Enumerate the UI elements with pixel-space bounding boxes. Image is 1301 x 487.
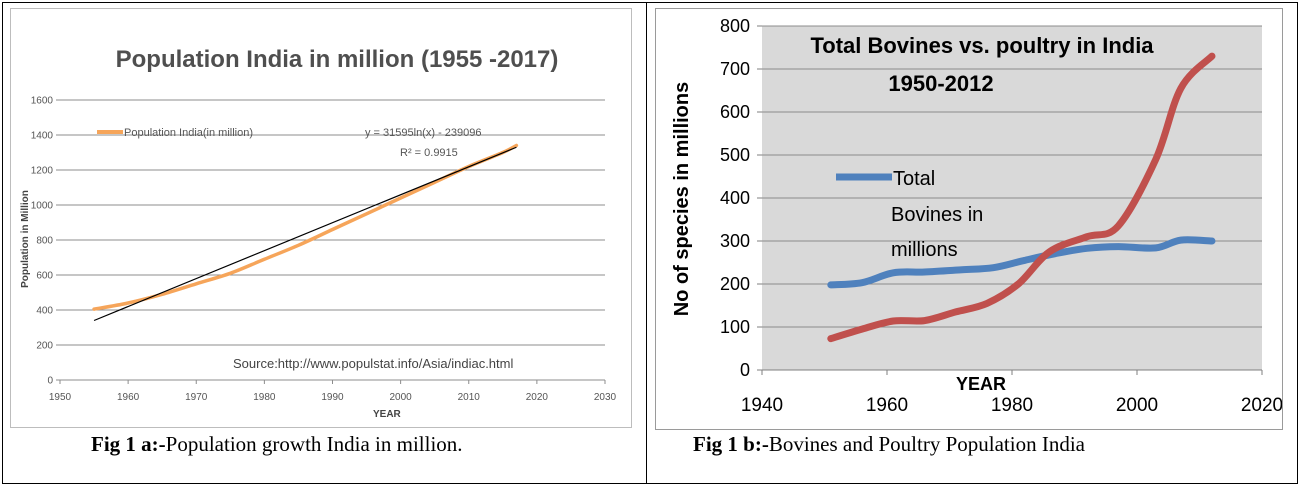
chart-a-y-tick-label: 1600 — [31, 96, 54, 107]
chart-a-x-tick-label: 2000 — [390, 392, 413, 403]
chart-a-r-squared: R² = 0.9915 — [400, 147, 458, 159]
chart-b-title-line-1: Total Bovines vs. poultry in India — [810, 33, 1154, 58]
chart-a-title: Population India in million (1955 -2017) — [116, 46, 559, 73]
chart-a-x-tick-label: 1970 — [185, 392, 208, 403]
chart-a-y-tick-label: 600 — [36, 271, 53, 282]
chart-a-y-tick-label: 400 — [36, 306, 53, 317]
chart-b-y-tick-label: 800 — [720, 16, 750, 36]
figure-caption-a: Fig 1 a:-Population growth India in mill… — [91, 432, 463, 457]
chart-a-x-tick-label: 1950 — [49, 392, 72, 403]
chart-a-source-annotation: Source:http://www.populstat.info/Asia/in… — [233, 356, 513, 371]
chart-a-y-axis-label: Population in Million — [20, 190, 31, 288]
chart-b-x-tick-label: 1960 — [866, 395, 908, 416]
chart-a: Population India in million (1955 -2017)… — [20, 46, 617, 420]
chart-b-y-tick-label: 500 — [720, 145, 750, 165]
chart-b-panel: 0 100 200 300 400 500 600 700 800 1940 1960 1980 20… — [655, 8, 1283, 430]
chart-b-y-tick-label: 300 — [720, 231, 750, 251]
chart-b-y-tick-label: 600 — [720, 102, 750, 122]
chart-a-x-tick-label: 2030 — [594, 392, 617, 403]
chart-b-x-axis-label: YEAR — [956, 374, 1006, 394]
chart-a-y-tick-label: 0 — [47, 376, 53, 387]
chart-a-y-tick-label: 1000 — [31, 201, 54, 212]
chart-b-y-tick-label: 100 — [720, 317, 750, 337]
caption-b-label: Fig 1 b:- — [693, 432, 769, 456]
chart-b-y-tick-label: 400 — [720, 188, 750, 208]
chart-a-trendline — [93, 146, 517, 322]
chart-b: 0 100 200 300 400 500 600 700 800 1940 1960 1980 20… — [671, 16, 1282, 416]
chart-a-x-tick-label: 2020 — [526, 392, 549, 403]
chart-b-poultry-line — [827, 52, 1216, 343]
chart-b-y-axis-label: No of species in millions — [671, 82, 693, 317]
chart-a-x-tick-label: 1960 — [117, 392, 140, 403]
chart-b-x-tick-label: 2020 — [1241, 395, 1282, 416]
chart-b-y-tick-label: 700 — [720, 59, 750, 79]
chart-b-y-tick-label: 200 — [720, 274, 750, 294]
chart-a-y-tick-label: 1400 — [31, 131, 54, 142]
chart-b-x-tick-label: 1940 — [741, 395, 783, 416]
chart-a-x-tick-label: 2010 — [458, 392, 481, 403]
chart-a-x-tick-label: 1980 — [253, 392, 276, 403]
caption-a-label: Fig 1 a:- — [91, 432, 166, 456]
chart-b-x-tick-label: 2000 — [1116, 395, 1158, 416]
chart-a-legend-label: Population India(in million) — [124, 127, 253, 139]
figure-divider — [646, 2, 647, 484]
chart-a-x-axis-label: YEAR — [373, 409, 402, 420]
figure-caption-b: Fig 1 b:-Bovines and Poultry Population … — [693, 432, 1085, 457]
chart-b-x-tick-label: 1980 — [991, 395, 1033, 416]
caption-b-text: Bovines and Poultry Population India — [768, 432, 1085, 456]
chart-a-y-tick-label: 200 — [36, 341, 53, 352]
chart-b-legend: Total Bovines in millions — [836, 168, 983, 261]
chart-a-legend: Population India(in million) — [97, 127, 253, 139]
chart-a-x-tick-label: 1990 — [321, 392, 344, 403]
chart-b-title-line-2: 1950-2012 — [888, 71, 993, 96]
caption-a-text: Population growth India in million. — [165, 432, 463, 456]
chart-a-y-tick-label: 1200 — [31, 166, 54, 177]
chart-b-legend-label-line-1: Total — [893, 168, 935, 190]
chart-b-legend-label-line-2: Bovines in — [891, 204, 983, 226]
chart-b-y-tick-label: 0 — [740, 360, 750, 380]
chart-a-trend-equation: y = 31595ln(x) - 239096 — [365, 127, 482, 139]
chart-a-y-tick-label: 800 — [36, 236, 53, 247]
chart-b-legend-label-line-3: millions — [891, 239, 958, 261]
chart-a-panel: Population India in million (1955 -2017)… — [10, 8, 632, 428]
chart-b-bovines-line — [827, 236, 1216, 289]
